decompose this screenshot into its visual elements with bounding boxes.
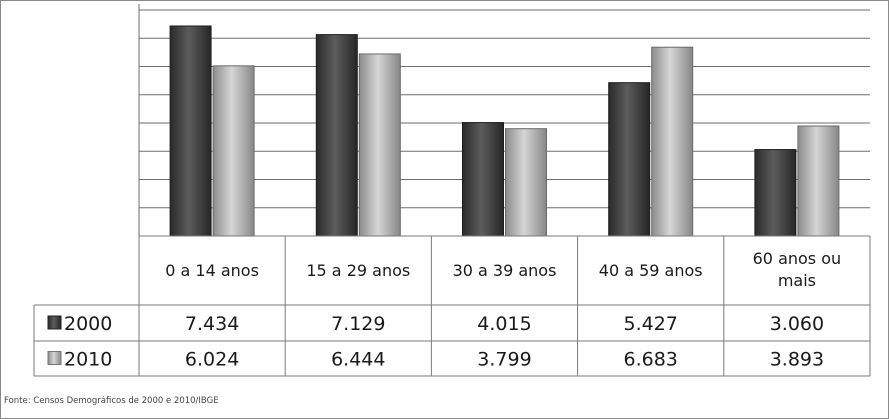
- bar-2000: [169, 25, 212, 237]
- data-label: 7.129: [331, 313, 385, 335]
- bar-2000: [462, 122, 504, 237]
- bar-2010: [505, 128, 547, 237]
- data-label: 3.893: [770, 349, 824, 371]
- bar-2010: [212, 65, 255, 237]
- category-label: 60 anos ou mais: [753, 249, 842, 290]
- bar-2000: [754, 149, 797, 237]
- bar-2000: [315, 34, 358, 237]
- data-label: 6.683: [623, 349, 677, 371]
- category-label: 40 a 59 anos: [599, 261, 703, 280]
- category-label-line: mais: [778, 271, 816, 290]
- bar-2010: [797, 125, 840, 237]
- legend-label: 2010: [64, 349, 112, 371]
- legend-key-2000: [47, 315, 62, 330]
- gridlines: [138, 4, 870, 236]
- legend-label: 2000: [64, 313, 112, 335]
- legend-key-2010: [47, 351, 62, 365]
- data-label: 6.024: [185, 349, 239, 371]
- source-note: Fonte: Censos Demográficos de 2000 e 201…: [4, 396, 219, 406]
- data-label: 7.434: [185, 313, 239, 335]
- bar-2010: [358, 53, 401, 237]
- bar-2010: [651, 46, 694, 237]
- data-label: 3.799: [477, 349, 531, 371]
- category-label: 0 a 14 anos: [165, 261, 259, 280]
- category-label-line: 60 anos ou: [753, 249, 842, 268]
- bars: [169, 25, 840, 237]
- data-label: 4.015: [477, 313, 531, 335]
- data-label: 6.444: [331, 349, 385, 371]
- bar-2000: [608, 82, 651, 237]
- category-label: 30 a 39 anos: [453, 261, 557, 280]
- data-table: 0 a 14 anos 15 a 29 anos 30 a 39 anos 40 a …: [33, 235, 871, 377]
- data-label: 3.060: [770, 313, 824, 335]
- category-label: 15 a 29 anos: [306, 261, 410, 280]
- data-label: 5.427: [623, 313, 677, 335]
